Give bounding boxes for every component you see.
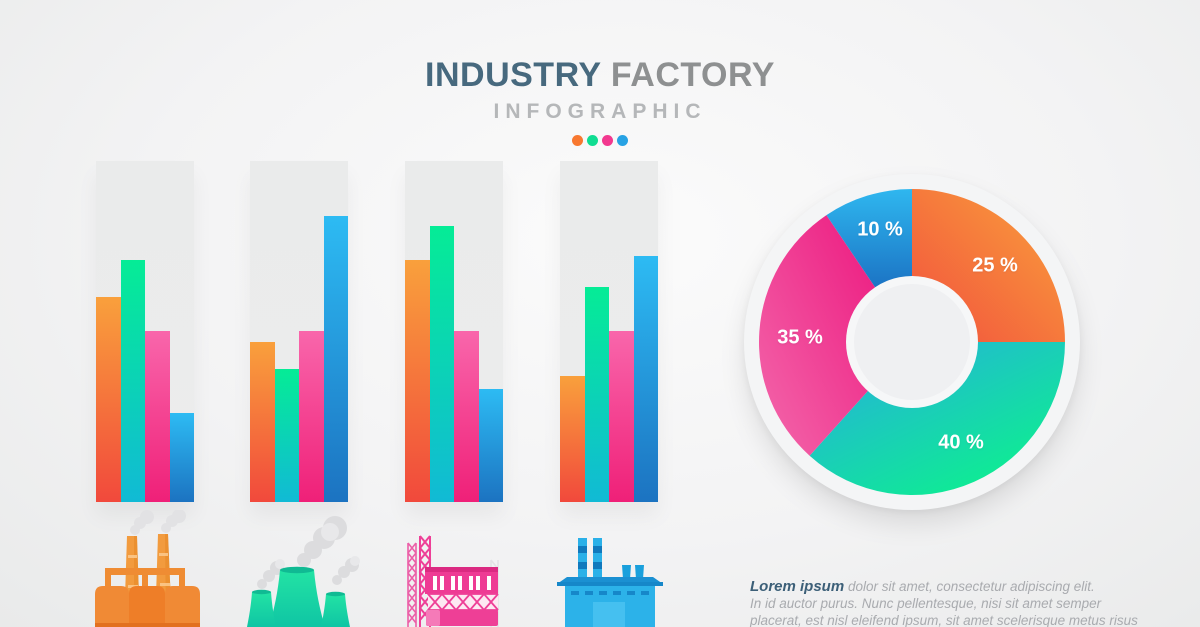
orange-bar [405,260,430,502]
page-title: INDUSTRY FACTORY [0,58,1200,92]
pink-industrial-plant-icon [406,535,500,627]
orange-bar [560,376,585,502]
chimney-icon [578,538,602,580]
smoke-icon [130,510,186,535]
donut-label-orange: 25 % [972,254,1018,277]
footer-line-2: In id auctor purus. Nunc pellentesque, n… [750,596,1102,611]
donut-hole [854,284,970,400]
header: INDUSTRY FACTORY INFOGRAPHIC [0,58,1200,146]
footer-text: Lorem ipsum dolor sit amet, consectetur … [750,578,1138,627]
orange-factory-icon [95,510,200,627]
accent-dot-4 [617,135,628,146]
blue-bar [633,256,658,502]
footer-lead: Lorem ipsum [750,578,845,595]
bar-group-1 [96,161,194,502]
accent-dot-1 [572,135,583,146]
donut-label-teal: 40 % [938,431,984,454]
footer-line-3: placerat, est nisl eleifend ipsum, sit a… [750,613,1138,627]
donut-segment-teal [809,342,1065,496]
donut-segment-blue [826,189,912,289]
accent-dot-3 [602,135,613,146]
bar-group-4 [560,161,658,502]
green-cooling-towers-icon [247,516,360,627]
pink-bar [145,331,170,502]
lattice-mast-icon [406,542,418,627]
bar-group-3 [405,161,503,502]
green-bar [274,369,299,502]
accent-dot-2 [587,135,598,146]
page-subtitle: INFOGRAPHIC [493,100,707,123]
title-secondary: FACTORY [610,56,775,94]
blue-bar [478,389,503,502]
pink-bar [299,331,324,502]
donut-label-pink: 35 % [777,326,823,349]
accent-dots [0,135,1200,146]
green-bar [584,287,609,502]
pink-bar [454,331,479,502]
blue-factory-building-icon [557,538,663,627]
donut-chart [758,189,1065,496]
green-bar [120,260,145,502]
donut-segment-orange [912,189,1065,342]
pink-bar [609,331,634,502]
bar-group-2 [250,161,348,502]
donut-segment-pink [758,215,876,456]
footer-line-1: Lorem ipsum dolor sit amet, consectetur … [750,578,1095,595]
title-primary: INDUSTRY [425,56,601,94]
donut-label-blue: 10 % [857,218,903,241]
blue-bar [169,413,194,502]
blue-bar [323,216,348,502]
orange-bar [250,342,275,502]
green-bar [429,226,454,502]
orange-bar [96,297,121,502]
